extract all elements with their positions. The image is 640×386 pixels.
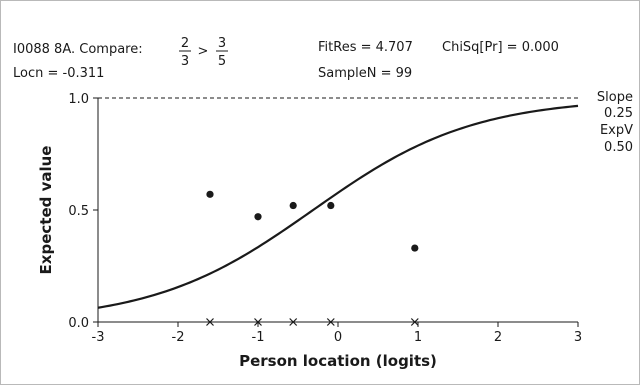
y-tick-label: 0.0 [68,316,89,331]
y-axis-title: Expected value [37,146,55,275]
x-tick-label: 3 [574,330,582,345]
class-interval-marker [254,318,262,326]
samplen-label: SampleN = 99 [318,66,412,81]
x-tick-label: 2 [494,330,502,345]
fraction-left-numerator: 2 [181,36,189,51]
x-tick-label: -3 [92,330,105,345]
observed-mean-point [206,190,214,198]
slope-label: Slope [597,90,633,105]
y-tick-label: 1.0 [68,92,89,107]
expv-label: ExpV [600,123,633,138]
x-axis-title: Person location (logits) [239,352,437,370]
item-label: I0088 8A. Compare: [13,42,143,57]
slope-value: 0.25 [604,106,633,121]
x-tick-label: -2 [172,330,185,345]
x-tick-label: -1 [252,330,265,345]
observed-mean-point [289,201,297,210]
class-interval-marker [326,318,335,326]
x-tick-label: 1 [414,330,422,345]
fraction-left-denominator: 3 [181,54,189,69]
observed-mean-point [327,201,335,210]
expv-value: 0.50 [604,140,633,155]
x-tick-label: 0 [334,330,342,345]
class-interval-marker [206,318,214,326]
chisq-label: ChiSq[Pr] = 0.000 [442,40,559,55]
fraction-right-numerator: 3 [218,36,226,51]
fraction-right-denominator: 5 [218,54,226,69]
observed-mean-point [254,213,262,221]
y-tick-label: 0.5 [68,204,89,219]
icc-curve [97,104,579,309]
class-interval-marker [410,318,419,326]
class-interval-marker [289,318,298,326]
fitres-label: FitRes = 4.707 [318,40,413,55]
comparator-symbol: > [198,44,209,59]
location-label: Locn = -0.311 [13,66,104,81]
observed-mean-point [411,244,419,252]
